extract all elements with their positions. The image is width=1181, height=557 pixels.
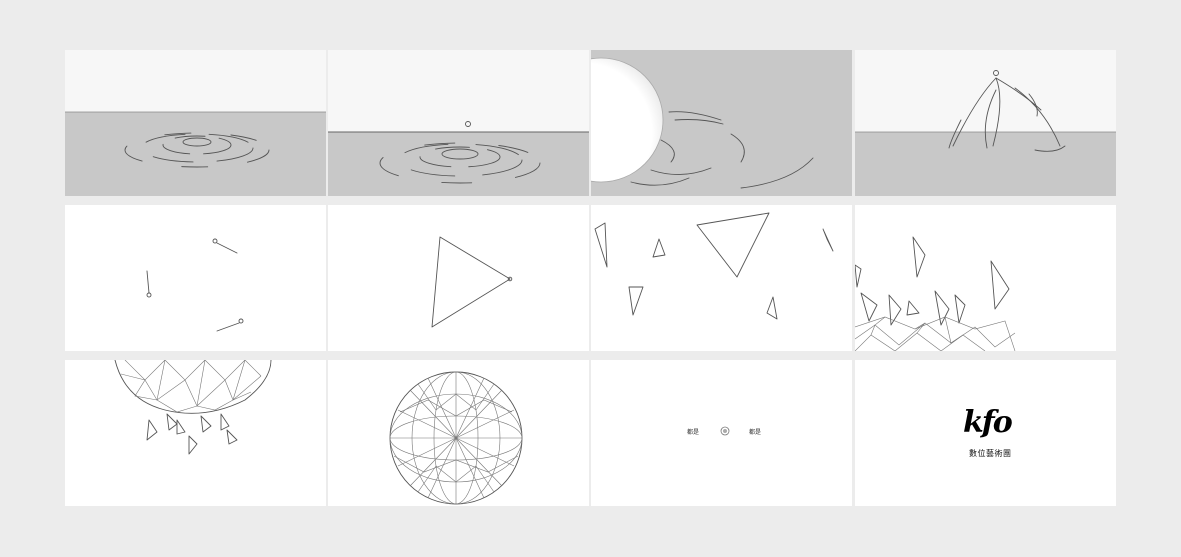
- frame-2-art: [328, 50, 589, 196]
- frame-10-geodesic-sphere: [328, 360, 589, 506]
- frame-3-sphere-waves: [591, 50, 852, 196]
- frame-6-art: [431, 236, 513, 328]
- logo-mark: kfo: [963, 405, 1013, 440]
- left-caption: 都是: [687, 429, 700, 436]
- frame-8-art: [855, 236, 1016, 351]
- frame-9-partial-sphere: [65, 360, 326, 506]
- frame-7-art: [594, 212, 834, 320]
- logo-subtitle: 數位藝術團: [969, 449, 1012, 458]
- frame-8-triangle-shards: [855, 205, 1116, 351]
- frame-4-splash: [855, 50, 1116, 196]
- frame-12-logo: kfo 數位藝術團: [855, 360, 1116, 506]
- frame-1-water-ripples: [65, 50, 326, 196]
- frame-2-water-drop: [328, 50, 589, 196]
- frame-4-art: [855, 50, 1116, 196]
- frame-3-art: [591, 50, 852, 196]
- frame-9-art: [114, 360, 272, 455]
- right-caption: 都是: [749, 429, 762, 436]
- frame-11-art: [720, 426, 730, 436]
- frame-7-scattered-triangles: [591, 205, 852, 351]
- frame-5-art: [146, 238, 244, 332]
- frame-6-triangle: [328, 205, 589, 351]
- frame-1-art: [65, 50, 326, 196]
- frame-11-small-text-mark: 都是 都是: [591, 360, 852, 506]
- frame-5-three-points: [65, 205, 326, 351]
- frame-10-art: [389, 371, 523, 505]
